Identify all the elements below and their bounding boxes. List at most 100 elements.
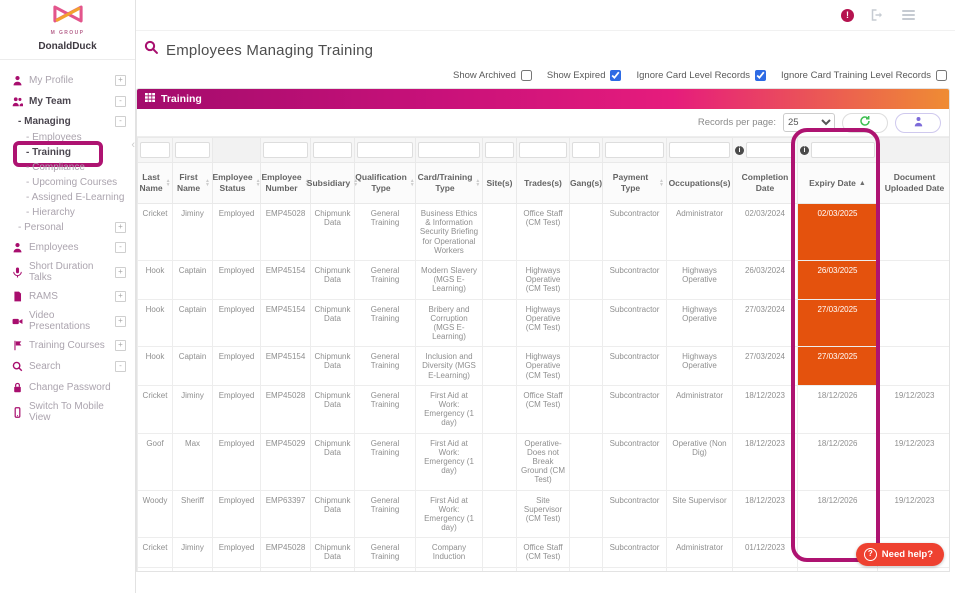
sidebar-item-training[interactable]: Training xyxy=(0,141,135,167)
cell-occupations: Highways Operative xyxy=(666,298,733,348)
sidebar-item-employees[interactable]: Employees xyxy=(0,131,135,143)
sort-icon[interactable]: ▲ ▼ xyxy=(255,178,261,188)
need-help-button[interactable]: ? Need help? xyxy=(855,543,944,566)
sidebar-item-label: RAMS xyxy=(29,291,58,302)
checkbox-input[interactable] xyxy=(610,70,622,81)
filter-checkbox-ignore-card-training-level-records[interactable]: Ignore Card Training Level Records xyxy=(781,70,947,81)
cell-first: Jiminy xyxy=(172,384,213,434)
sidebar-item-rams[interactable]: RAMS + xyxy=(0,289,135,304)
expand-toggle-icon[interactable]: - xyxy=(115,96,126,107)
filter-input-qualification-type[interactable] xyxy=(357,142,413,158)
checkbox-input[interactable] xyxy=(936,70,947,81)
alert-icon[interactable]: ! xyxy=(841,8,854,22)
sort-icon[interactable]: ▲ ▼ xyxy=(304,178,310,188)
column-header-qualification-type[interactable]: Qualification Type ▲ ▼ xyxy=(354,162,416,204)
cell-trades: Office Staff (CM Test) xyxy=(516,537,570,568)
filter-input-employee-number[interactable] xyxy=(263,142,308,158)
info-icon[interactable]: i xyxy=(735,145,744,155)
filter-input-card-training-type[interactable] xyxy=(418,142,480,158)
cell-gangs xyxy=(569,489,603,539)
column-header-gang-s[interactable]: Gang(s) xyxy=(569,162,603,204)
sidebar-item-training-courses[interactable]: Training Courses + xyxy=(0,338,135,353)
sidebar-item-assigned-e-learning[interactable]: Assigned E-Learning xyxy=(0,191,135,203)
export-button[interactable] xyxy=(895,112,941,133)
column-header-employee-status[interactable]: Employee Status ▲ ▼ xyxy=(212,162,261,204)
column-header-completion-date[interactable]: Completion Date xyxy=(732,162,798,204)
filter-input-trades-s[interactable] xyxy=(519,142,567,158)
cell-subsidiary: Chipmunk Data xyxy=(310,384,355,434)
column-header-last-name[interactable]: Last Name ▲ ▼ xyxy=(137,162,173,204)
sort-icon[interactable]: ▲ ▼ xyxy=(409,178,415,188)
cell-expiry: 18/12/2026 xyxy=(797,384,878,434)
filter-input-subsidiary[interactable] xyxy=(313,142,352,158)
sort-icon[interactable]: ▲ ▼ xyxy=(475,178,481,188)
cell-status: Employed xyxy=(212,346,261,386)
column-header-employee-number[interactable]: Employee Number ▲ ▼ xyxy=(260,162,311,204)
sidebar-item-short-duration-talks[interactable]: Short Duration Talks + xyxy=(0,261,135,283)
filter-checkbox-show-expired[interactable]: Show Expired xyxy=(547,70,622,81)
sidebar-item-change-password[interactable]: Change Password xyxy=(0,380,135,395)
sort-icon[interactable]: ▲ ▼ xyxy=(165,178,171,188)
cell-subsidiary: Chipmunk Data xyxy=(310,566,355,571)
column-header-first-name[interactable]: First Name ▲ ▼ xyxy=(172,162,213,204)
filter-input-site-s[interactable] xyxy=(485,142,514,158)
cell-status: Employed xyxy=(212,432,261,491)
filter-input-last-name[interactable] xyxy=(140,142,170,158)
sidebar-item-compliance[interactable]: Compliance xyxy=(0,161,135,173)
sidebar-item-search[interactable]: Search - xyxy=(0,359,135,374)
checkbox-input[interactable] xyxy=(755,70,767,81)
sort-asc-icon[interactable]: ▲ xyxy=(858,179,866,187)
filter-input-payment-type[interactable] xyxy=(605,142,664,158)
sort-icon[interactable]: ▲ ▼ xyxy=(205,178,210,188)
cell-expiry: 27/03/2025 xyxy=(797,298,878,348)
cell-payment: Subcontractor xyxy=(602,259,667,300)
filter-cell-expiry-date: i xyxy=(797,137,878,163)
filter-input-completion-date[interactable] xyxy=(746,142,795,158)
sidebar-item-personal[interactable]: Personal + xyxy=(0,221,135,234)
column-header-site-s[interactable]: Site(s) xyxy=(482,162,517,204)
menu-icon[interactable] xyxy=(902,10,915,20)
sidebar-item-hierarchy[interactable]: Hierarchy xyxy=(0,206,135,218)
sidebar-item-video-presentations[interactable]: Video Presentations + xyxy=(0,310,135,332)
column-header-subsidiary[interactable]: Subsidiary ▲ ▼ xyxy=(307,162,359,204)
sidebar-item-switch-to-mobile-view[interactable]: Switch To Mobile View xyxy=(0,401,135,423)
expand-toggle-icon[interactable]: - xyxy=(115,116,126,127)
filter-input-first-name[interactable] xyxy=(175,142,210,158)
column-header-wrap: Site(s) xyxy=(485,178,514,189)
sidebar-collapse-handle[interactable]: ‹ xyxy=(131,139,135,151)
column-header-document-uploaded-date[interactable]: Document Uploaded Date xyxy=(877,162,949,204)
sidebar-item-employees[interactable]: Employees - xyxy=(0,240,135,255)
records-per-page-select[interactable]: 25 xyxy=(783,113,835,132)
expand-toggle-icon[interactable]: + xyxy=(115,291,126,302)
filter-input-gang-s[interactable] xyxy=(572,142,600,158)
filter-checkbox-show-archived[interactable]: Show Archived xyxy=(453,70,532,81)
expand-toggle-icon[interactable]: + xyxy=(115,340,126,351)
info-icon[interactable]: i xyxy=(800,145,809,155)
filter-input-occupations-s[interactable] xyxy=(669,142,730,158)
column-header-trades-s[interactable]: Trades(s) xyxy=(516,162,570,204)
column-header-occupations-s[interactable]: Occupations(s) xyxy=(666,162,733,204)
refresh-button[interactable] xyxy=(842,112,888,133)
sort-icon[interactable]: ▲ ▼ xyxy=(353,178,359,188)
sort-icon[interactable]: ▲ ▼ xyxy=(659,178,664,188)
cell-qualification: General Training xyxy=(354,537,416,568)
filter-checkbox-ignore-card-level-records[interactable]: Ignore Card Level Records xyxy=(636,70,767,81)
expand-toggle-icon[interactable]: - xyxy=(115,361,126,372)
column-header-payment-type[interactable]: Payment Type ▲ ▼ xyxy=(602,162,667,204)
sidebar-item-my-team[interactable]: My Team - xyxy=(0,94,135,109)
filter-input-expiry-date[interactable] xyxy=(811,142,875,158)
expand-toggle-icon[interactable]: + xyxy=(115,266,126,278)
checkbox-input[interactable] xyxy=(520,70,532,81)
sidebar-item-my-profile[interactable]: My Profile + xyxy=(0,73,135,88)
sidebar-item-managing[interactable]: Managing - xyxy=(0,115,135,128)
expand-toggle-icon[interactable]: - xyxy=(115,242,126,253)
column-header-card-training-type[interactable]: Card/Training Type ▲ ▼ xyxy=(415,162,483,204)
cell-trades: Office Staff (CM Test) xyxy=(516,203,570,261)
sidebar-item-upcoming-courses[interactable]: Upcoming Courses xyxy=(0,176,135,188)
column-header-expiry-date[interactable]: Expiry Date ▲ xyxy=(797,162,878,204)
expand-toggle-icon[interactable]: + xyxy=(115,315,126,327)
logout-icon[interactable] xyxy=(871,9,885,21)
expand-toggle-icon[interactable]: + xyxy=(115,222,126,233)
column-header-wrap: Qualification Type ▲ ▼ xyxy=(355,172,415,193)
expand-toggle-icon[interactable]: + xyxy=(115,75,126,86)
